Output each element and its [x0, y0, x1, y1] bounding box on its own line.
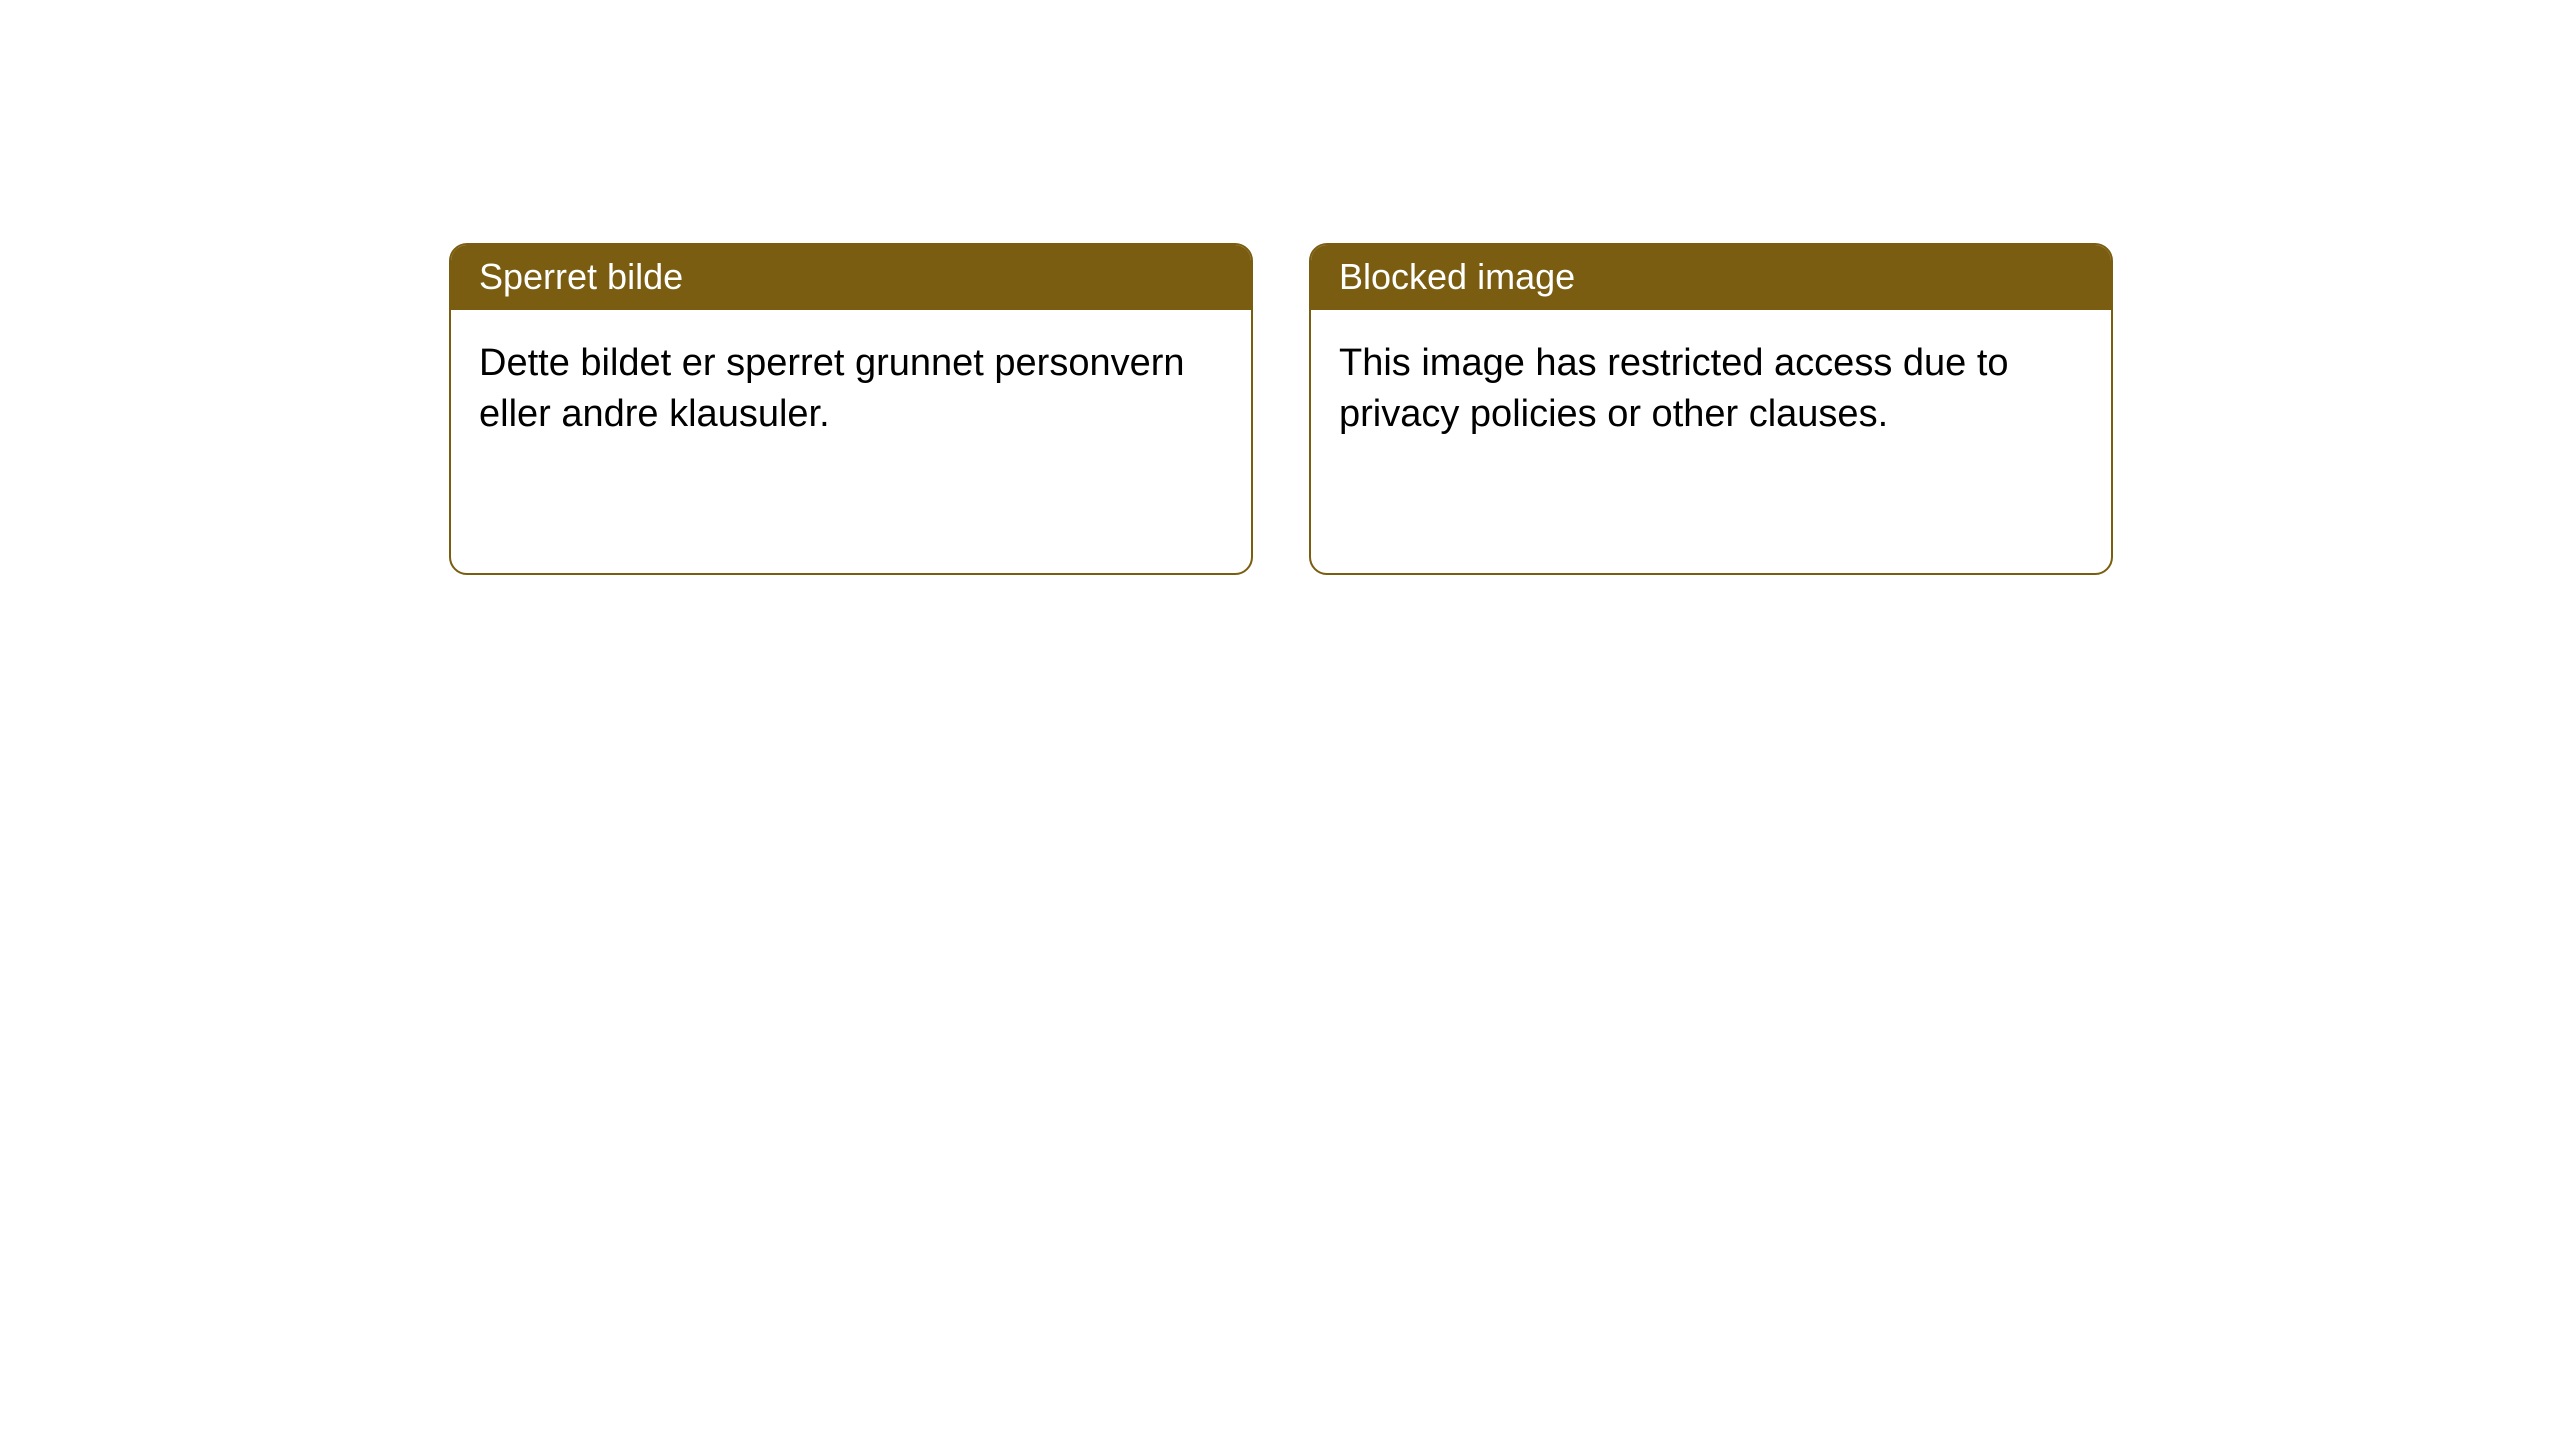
notice-body: Dette bildet er sperret grunnet personve… — [451, 310, 1251, 469]
notice-header: Sperret bilde — [451, 245, 1251, 310]
notice-cards-container: Sperret bilde Dette bildet er sperret gr… — [449, 243, 2113, 575]
notice-header: Blocked image — [1311, 245, 2111, 310]
notice-body: This image has restricted access due to … — [1311, 310, 2111, 469]
notice-card-english: Blocked image This image has restricted … — [1309, 243, 2113, 575]
notice-card-norwegian: Sperret bilde Dette bildet er sperret gr… — [449, 243, 1253, 575]
